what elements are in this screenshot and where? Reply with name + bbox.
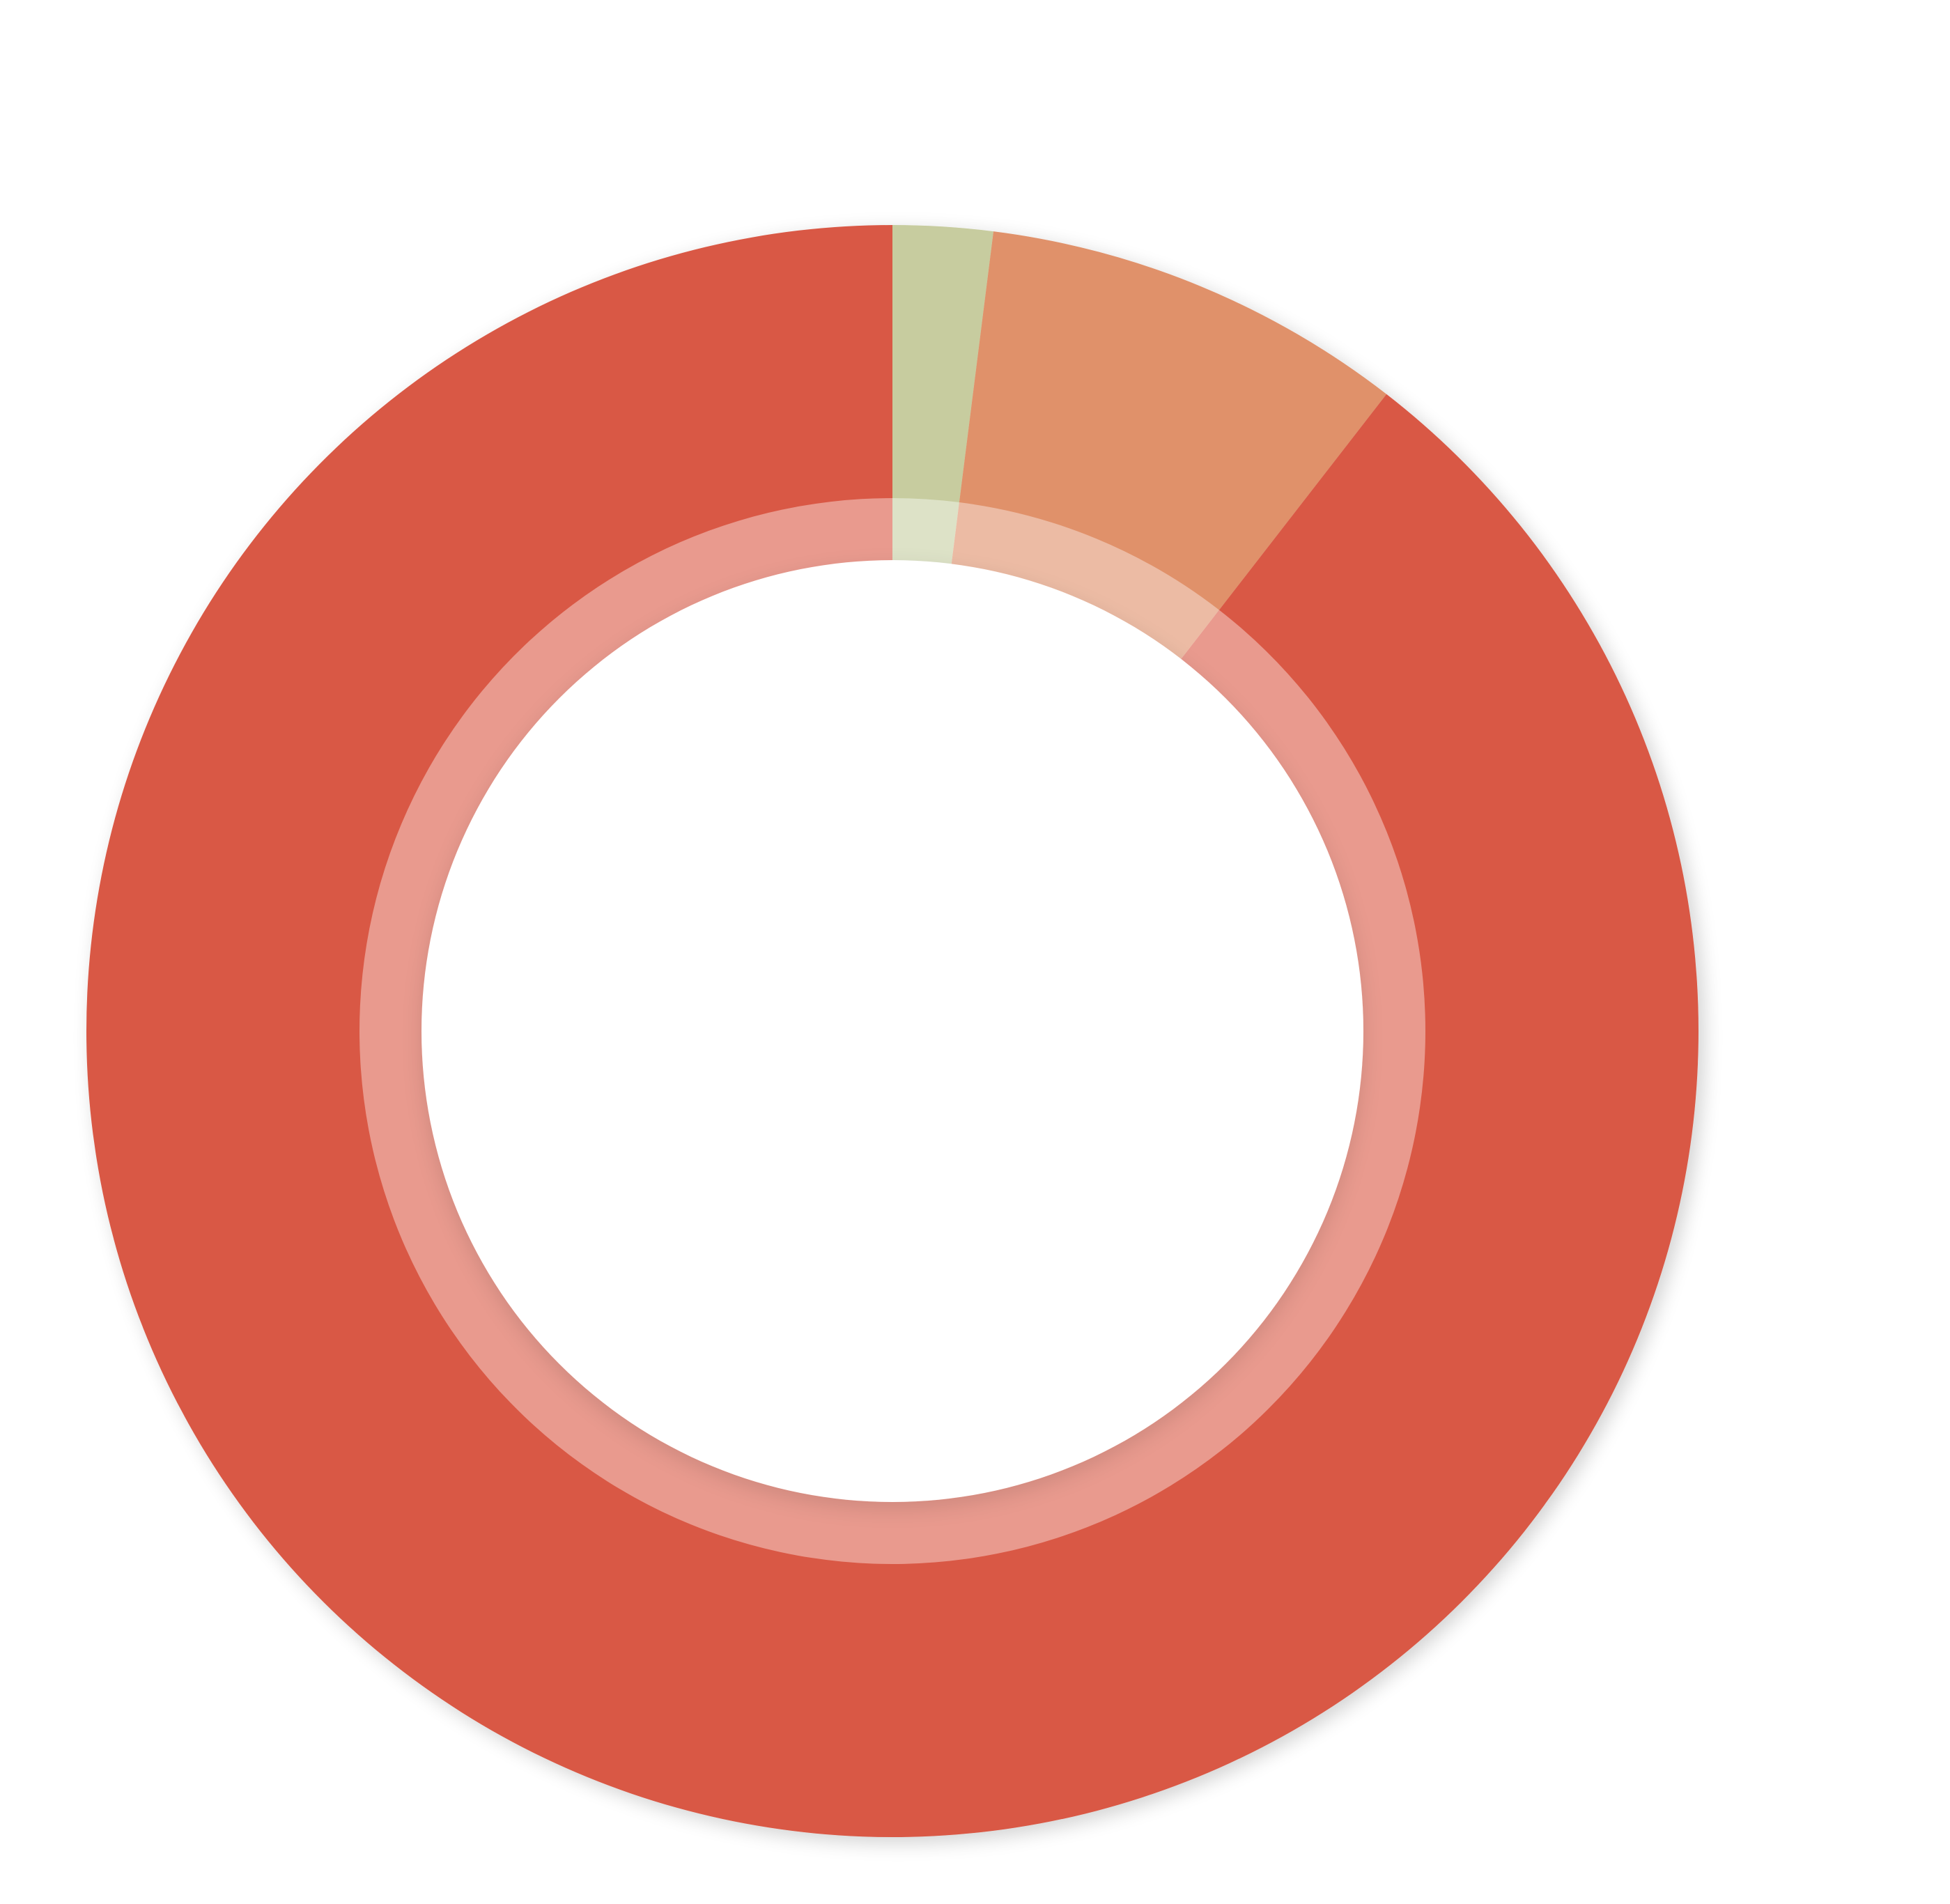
pie-slice-2 [959, 231, 1387, 611]
pie-slice-2-inner-band [951, 502, 1219, 660]
pie-slice-1-inner-band [892, 498, 959, 565]
outer-ring [86, 225, 1699, 1837]
pie-slice-1 [892, 225, 994, 504]
donut-hole [421, 560, 1363, 1502]
pie-slice-3 [86, 225, 1699, 1837]
inner-ring [359, 498, 1426, 1564]
